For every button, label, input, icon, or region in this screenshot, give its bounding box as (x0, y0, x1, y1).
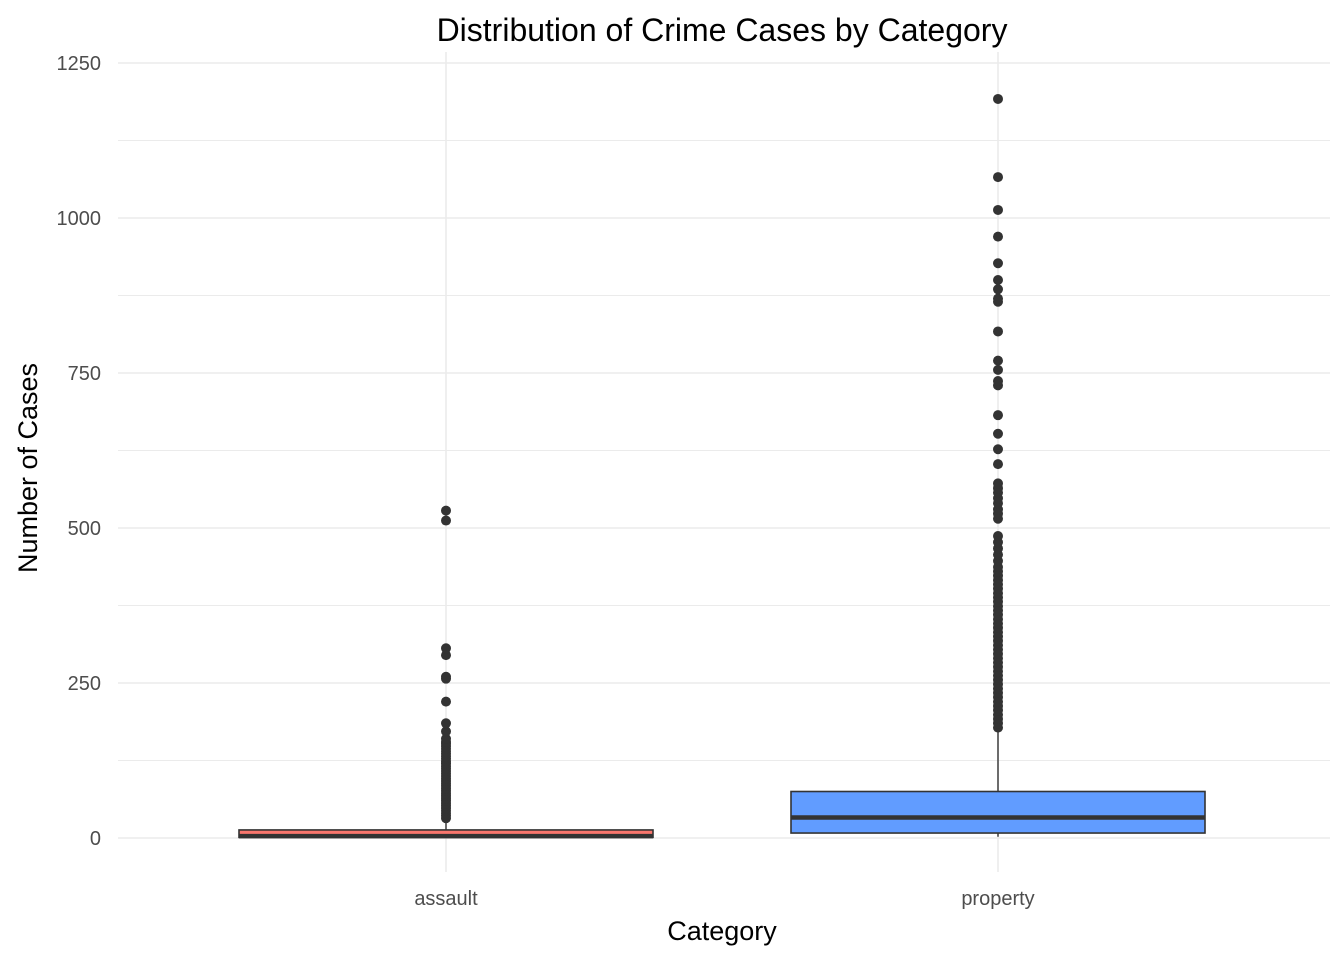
outlier-point (441, 696, 451, 707)
y-tick-label: 1000 (57, 208, 102, 230)
outlier-point (441, 643, 451, 654)
box-assault (238, 505, 654, 839)
outlier-point (993, 444, 1003, 455)
x-tick-label: property (961, 888, 1034, 910)
outlier-point (441, 515, 451, 526)
outlier-point (993, 93, 1003, 104)
outlier-point (993, 275, 1003, 285)
outlier-point (993, 531, 1003, 542)
outlier-point (993, 355, 1003, 366)
outlier-point (441, 726, 451, 737)
outlier-point (993, 364, 1003, 375)
y-tick-label: 500 (68, 518, 101, 540)
outlier-point (993, 293, 1003, 304)
outlier-point (993, 376, 1003, 387)
outlier-point (993, 459, 1003, 470)
x-axis-tick-labels: assault property (414, 888, 1034, 910)
outlier-point (993, 428, 1003, 439)
x-axis-title: Category (667, 916, 777, 946)
chart-title: Distribution of Crime Cases by Category (437, 12, 1008, 48)
outlier-point (993, 258, 1003, 269)
boxes (238, 93, 1206, 839)
outlier-point (993, 204, 1003, 215)
outlier-point (441, 671, 451, 682)
outlier-point (993, 326, 1003, 337)
outlier-point (441, 733, 451, 744)
outlier-point (993, 172, 1003, 183)
box-property (790, 93, 1206, 837)
y-axis-title: Number of Cases (13, 363, 43, 573)
outlier-point (993, 478, 1003, 489)
y-tick-label: 250 (68, 673, 101, 695)
gridlines (118, 52, 1330, 872)
outlier-point (441, 505, 451, 516)
y-axis-tick-labels: 0 250 500 750 1000 1250 (57, 53, 102, 850)
y-tick-label: 750 (68, 363, 101, 385)
x-tick-label: assault (414, 888, 478, 910)
y-tick-label: 1250 (57, 53, 102, 75)
y-tick-label: 0 (90, 828, 101, 850)
outlier-point (993, 410, 1003, 421)
outlier-point (441, 718, 451, 729)
box-body (790, 790, 1206, 834)
outlier-point (993, 284, 1003, 295)
outlier-point (993, 231, 1003, 242)
